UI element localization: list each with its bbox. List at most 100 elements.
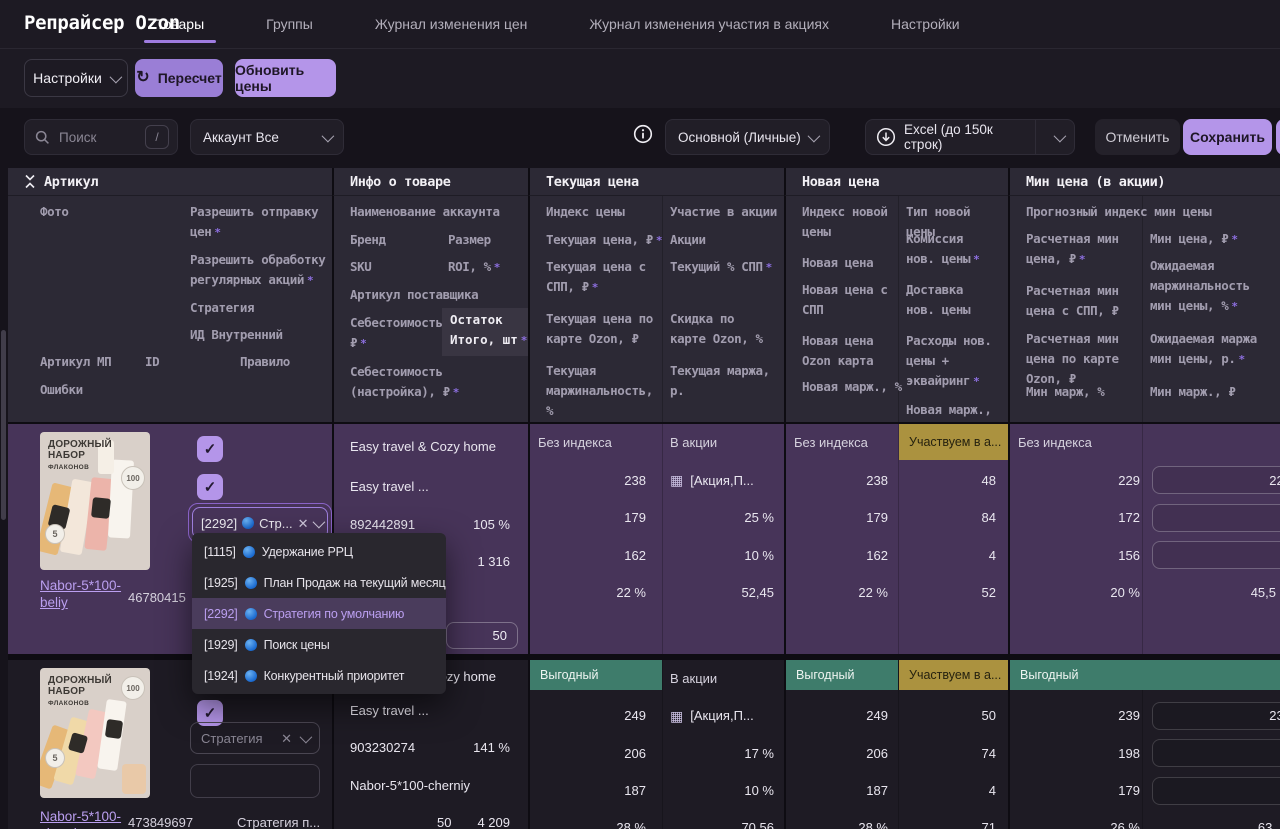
menu-item[interactable]: [1929] Поиск цены <box>204 637 330 652</box>
strategy-select[interactable]: Стратегия ✕ <box>190 722 320 754</box>
tab-groups[interactable]: Группы <box>266 16 313 32</box>
spp-percent: 17 % <box>744 745 774 761</box>
delivery: 84 <box>981 510 996 526</box>
export-options-button[interactable] <box>1044 129 1074 142</box>
menu-item[interactable]: [1115] Удержание РРЦ <box>204 544 353 559</box>
product-link[interactable]: Nabor-5*100-cherniy <box>40 809 122 829</box>
divider <box>898 196 899 422</box>
subheader-new-price: Индекс новой цены Тип новой цены Комисси… <box>784 196 1008 437</box>
save-split-button-fragment[interactable] <box>1276 119 1280 155</box>
tab-products[interactable]: Товары <box>142 0 218 48</box>
min-price-index: Без индекса <box>1018 435 1092 451</box>
clear-icon[interactable]: ✕ <box>281 730 292 746</box>
subheader-artikul: Фото Разрешить отправку цен * Разрешить о… <box>8 196 332 422</box>
save-button[interactable]: Сохранить <box>1183 119 1272 155</box>
new-margin-rub: 71 <box>981 820 996 829</box>
tab-settings[interactable]: Настройки <box>890 16 960 32</box>
product-link[interactable]: Nabor-5*100-beliy <box>40 578 122 610</box>
column-header-current-price[interactable]: Текущая цена <box>528 168 784 196</box>
export-excel-button[interactable]: Excel (до 150к строк) <box>865 119 1075 155</box>
photo-badge-100: 100 <box>121 676 145 700</box>
filter-bar: / Аккаунт Все Основной (Личные) Excel (д… <box>0 109 1280 168</box>
marginality-percent: 22 % <box>616 585 646 601</box>
new-price-index: Без индекса <box>794 435 868 451</box>
expenses: 4 <box>988 783 996 799</box>
column-header-min-price[interactable]: Мин цена (в акции) <box>1008 168 1280 196</box>
update-prices-button[interactable]: Обновить цены <box>235 59 336 97</box>
divider <box>8 422 1280 424</box>
new-marginality: 28 % <box>858 820 888 829</box>
expected-marginality-input[interactable] <box>1152 739 1280 768</box>
allow-promos-checkbox[interactable]: ✓ <box>197 700 223 726</box>
promo-status-badge: Участвуем в а... <box>899 424 1008 460</box>
min-price-input[interactable]: 229 <box>1152 466 1280 495</box>
chevron-down-icon[interactable] <box>313 515 326 528</box>
column-header-info[interactable]: Инфо о товаре <box>332 168 528 196</box>
strategy-color-icon <box>244 638 257 651</box>
cell-current-price: Выгодный В акции 249 ▦ [Акция,П... 206 17 %… <box>528 660 784 829</box>
calc-min-price-spp: 172 <box>1118 510 1140 526</box>
price-ozon-card: 162 <box>624 547 646 563</box>
expected-margin-input[interactable] <box>1152 776 1280 805</box>
clear-icon[interactable]: ✕ <box>297 515 309 531</box>
calc-min-price: 229 <box>1118 472 1140 488</box>
cost-input[interactable]: 50 <box>446 622 518 649</box>
products-table: Артикул Инфо о товаре Текущая цена Новая… <box>8 168 1280 829</box>
commission: 48 <box>981 472 996 488</box>
tab-price-log[interactable]: Журнал изменения цен <box>374 16 528 32</box>
expenses: 4 <box>988 547 996 563</box>
commission: 50 <box>981 708 996 724</box>
divider <box>1142 660 1143 829</box>
min-marginality: 26 % <box>1110 820 1140 829</box>
divider <box>1142 424 1143 654</box>
cell-new-price: Выгодный Участвуем в а... 249 50 206 74 18… <box>784 660 1008 829</box>
account-select[interactable]: Аккаунт Все <box>190 119 344 155</box>
min-margin-rub: 45,5 <box>1250 585 1276 601</box>
expected-margin-input[interactable] <box>1152 541 1280 570</box>
card-discount: 10 % <box>744 547 774 563</box>
margin-rub: 52,45 <box>741 585 774 601</box>
price-with-spp: 179 <box>624 510 646 526</box>
refresh-icon: ↻ <box>136 69 150 86</box>
toolbar: Настройки ↻ Пересчет Обновить цены <box>0 49 1280 108</box>
search-box[interactable]: / <box>24 119 178 155</box>
promo-participation: В акции <box>670 671 718 687</box>
product-id: 46780415 <box>128 590 186 605</box>
allow-send-checkbox[interactable]: ✓ <box>197 436 223 462</box>
strategy-color-icon <box>242 517 255 529</box>
recalculate-button[interactable]: ↻ Пересчет <box>135 59 223 97</box>
photo-badge-5: 5 <box>45 748 65 768</box>
menu-item-selected[interactable]: [2292] Стратегия по умолчанию <box>192 598 446 629</box>
download-icon <box>876 127 896 147</box>
calc-min-price: 239 <box>1118 708 1140 724</box>
sorted-column-stock[interactable]: Остаток Итого, шт * <box>442 308 528 356</box>
calc-min-price-card: 156 <box>1118 547 1140 563</box>
cancel-button[interactable]: Отменить <box>1095 119 1180 155</box>
settings-dropdown-button[interactable]: Настройки <box>24 59 128 97</box>
divider <box>898 424 899 654</box>
collapse-vertical-icon[interactable] <box>24 174 36 189</box>
column-header-artikul[interactable]: Артикул <box>8 168 332 196</box>
strategy-color-icon <box>244 576 257 589</box>
menu-item[interactable]: [1925] План Продаж на текущий месяц <box>204 575 446 590</box>
info-icon[interactable] <box>633 124 653 144</box>
profile-select[interactable]: Основной (Личные) <box>665 119 830 155</box>
min-price-input[interactable]: 239 <box>1152 701 1280 730</box>
new-marginality: 22 % <box>858 585 888 601</box>
rule-value: Стратегия п... <box>237 815 321 829</box>
search-input[interactable] <box>57 128 138 146</box>
chevron-down-icon[interactable] <box>299 730 313 743</box>
min-price-index-badge: Выгодный <box>1010 660 1280 690</box>
new-price: 238 <box>866 472 888 488</box>
tab-promo-log[interactable]: Журнал изменения участия в акциях <box>589 16 829 32</box>
promos-link[interactable]: ▦ [Акция,П... <box>670 707 754 724</box>
vertical-scrollbar-thumb[interactable] <box>1 330 6 520</box>
column-header-new-price[interactable]: Новая цена <box>784 168 1008 196</box>
subheader-min-price: Прогнозный индекс мин цены Расчетная мин… <box>1008 196 1280 422</box>
rule-input[interactable] <box>190 764 320 798</box>
brand: Easy travel ... <box>350 703 429 719</box>
menu-item[interactable]: [1924] Конкурентный приоритет <box>204 668 405 683</box>
expected-marginality-input[interactable] <box>1152 503 1280 532</box>
allow-promos-checkbox[interactable]: ✓ <box>197 474 223 500</box>
promos-link[interactable]: ▦ [Акция,П... <box>670 472 754 489</box>
